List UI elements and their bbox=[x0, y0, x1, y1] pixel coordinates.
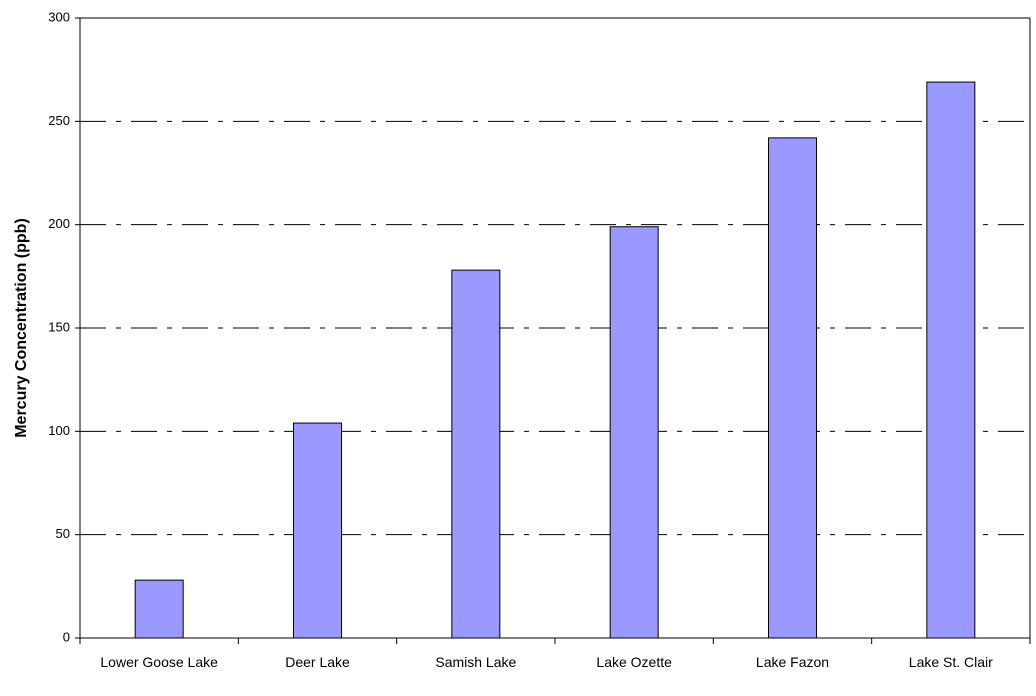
bar bbox=[926, 81, 976, 639]
x-tick-label: Lake Fazon bbox=[755, 654, 830, 670]
y-tick-label: 250 bbox=[48, 113, 70, 128]
x-tick-label: Lake St. Clair bbox=[908, 654, 993, 670]
bar bbox=[134, 579, 184, 639]
bar bbox=[609, 226, 659, 639]
x-tick-label: Lower Goose Lake bbox=[100, 654, 218, 670]
bar bbox=[768, 137, 817, 639]
bar bbox=[293, 422, 342, 639]
y-tick-label: 50 bbox=[56, 526, 70, 541]
y-axis-label: Mercury Concentration (ppb) bbox=[13, 218, 30, 438]
x-tick-label: Samish Lake bbox=[435, 654, 517, 670]
y-tick-label: 150 bbox=[48, 319, 70, 334]
y-tick-label: 0 bbox=[63, 629, 70, 644]
x-tick-label: Deer Lake bbox=[285, 654, 350, 670]
y-tick-label: 200 bbox=[48, 216, 70, 231]
bar bbox=[451, 269, 501, 639]
y-tick-label: 300 bbox=[48, 9, 70, 24]
x-tick-label: Lake Ozette bbox=[596, 654, 672, 670]
y-tick-label: 100 bbox=[48, 423, 70, 438]
